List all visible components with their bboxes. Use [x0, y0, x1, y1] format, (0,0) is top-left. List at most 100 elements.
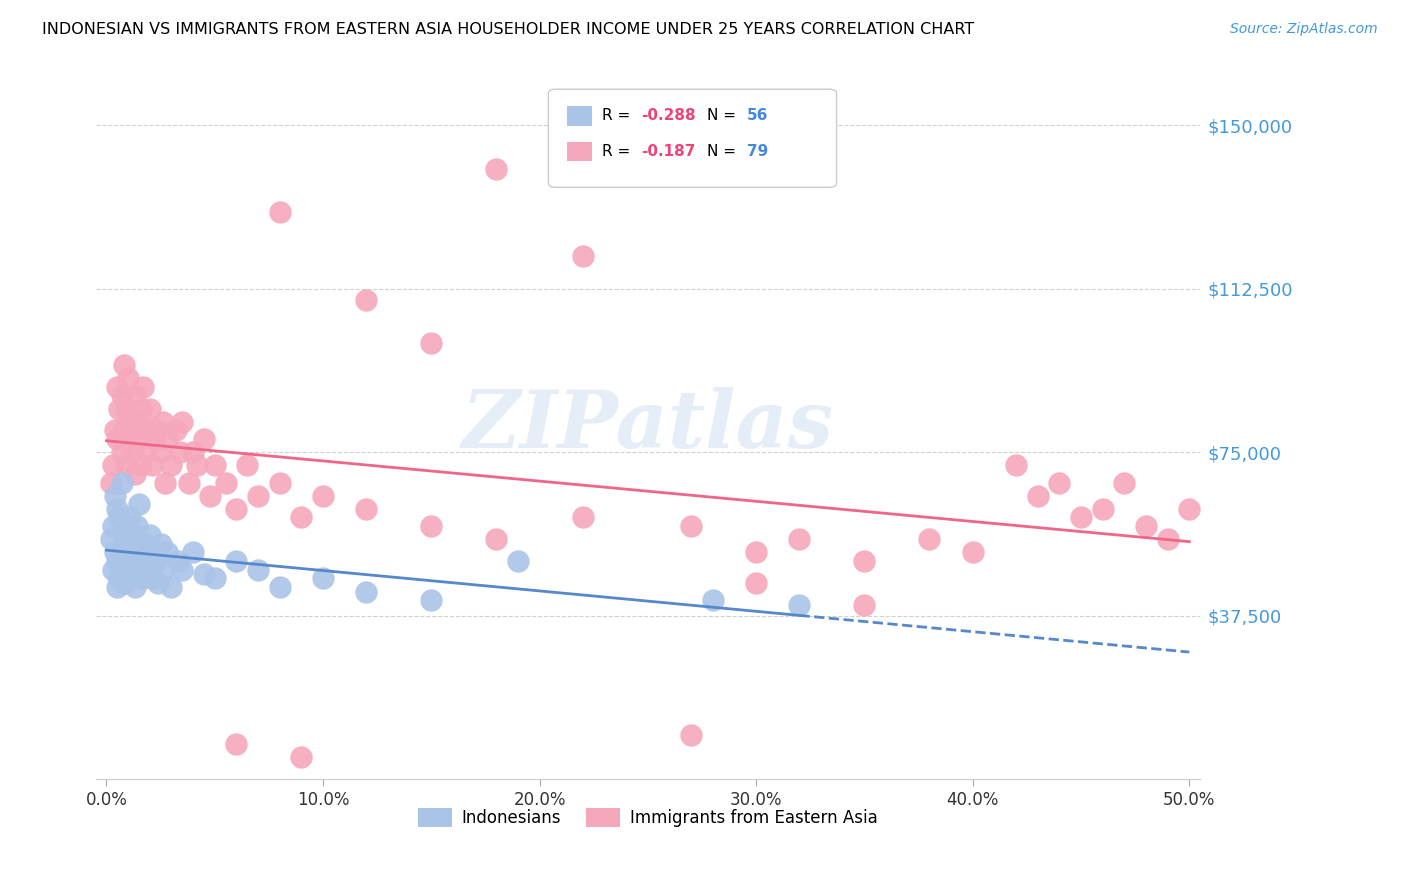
- Point: [204, 458, 226, 472]
- Point: [312, 572, 335, 586]
- Point: [1156, 533, 1178, 547]
- Text: N =: N =: [707, 145, 737, 159]
- Point: [356, 584, 378, 599]
- Point: [108, 572, 131, 586]
- Point: [145, 554, 167, 568]
- Point: [356, 293, 378, 307]
- Point: [101, 458, 124, 472]
- Point: [918, 533, 941, 547]
- Point: [214, 475, 236, 490]
- Text: 56: 56: [747, 109, 768, 123]
- Point: [138, 401, 160, 416]
- Point: [160, 580, 183, 594]
- Point: [128, 432, 150, 446]
- Point: [117, 572, 139, 586]
- Point: [156, 432, 179, 446]
- Point: [169, 445, 191, 459]
- Point: [745, 545, 768, 559]
- Text: -0.288: -0.288: [641, 109, 696, 123]
- Point: [160, 458, 183, 472]
- Point: [117, 536, 139, 550]
- Point: [128, 554, 150, 568]
- Point: [485, 161, 508, 176]
- Point: [125, 519, 148, 533]
- Point: [121, 445, 143, 459]
- Point: [152, 415, 174, 429]
- Point: [853, 598, 876, 612]
- Point: [117, 432, 139, 446]
- Point: [143, 432, 166, 446]
- Point: [681, 728, 703, 742]
- Text: ZIPatlas: ZIPatlas: [461, 387, 834, 465]
- Point: [312, 489, 335, 503]
- Point: [172, 415, 194, 429]
- Point: [246, 563, 269, 577]
- Point: [104, 423, 127, 437]
- Point: [962, 545, 984, 559]
- Legend: Indonesians, Immigrants from Eastern Asia: Indonesians, Immigrants from Eastern Asi…: [412, 802, 884, 834]
- Point: [200, 489, 222, 503]
- Point: [156, 545, 179, 559]
- Point: [136, 554, 159, 568]
- Point: [105, 554, 128, 568]
- Point: [124, 467, 146, 481]
- Point: [105, 432, 128, 446]
- Point: [165, 423, 187, 437]
- Point: [108, 401, 131, 416]
- Point: [177, 475, 200, 490]
- Point: [166, 554, 188, 568]
- Point: [269, 205, 291, 219]
- Point: [108, 510, 131, 524]
- Point: [132, 572, 155, 586]
- Point: [1005, 458, 1028, 472]
- Point: [138, 528, 160, 542]
- Text: R =: R =: [602, 145, 630, 159]
- Point: [105, 380, 128, 394]
- Point: [152, 563, 174, 577]
- Point: [269, 580, 291, 594]
- Point: [112, 533, 135, 547]
- Point: [112, 423, 135, 437]
- Point: [115, 458, 138, 472]
- Point: [101, 563, 124, 577]
- Text: 79: 79: [747, 145, 768, 159]
- Point: [129, 545, 152, 559]
- Point: [236, 458, 259, 472]
- Point: [105, 501, 128, 516]
- Point: [853, 554, 876, 568]
- Point: [290, 750, 312, 764]
- Point: [681, 519, 703, 533]
- Point: [128, 497, 150, 511]
- Point: [204, 572, 226, 586]
- Point: [125, 415, 148, 429]
- Point: [120, 415, 142, 429]
- Point: [148, 575, 170, 590]
- Point: [246, 489, 269, 503]
- Point: [225, 501, 247, 516]
- Point: [104, 489, 127, 503]
- Point: [112, 575, 135, 590]
- Point: [420, 519, 443, 533]
- Point: [1178, 501, 1201, 516]
- Point: [112, 563, 135, 577]
- Point: [225, 554, 247, 568]
- Point: [100, 475, 122, 490]
- Point: [105, 580, 128, 594]
- Point: [121, 563, 143, 577]
- Point: [110, 388, 132, 402]
- Point: [134, 563, 156, 577]
- Point: [115, 545, 138, 559]
- Point: [485, 533, 508, 547]
- Point: [134, 445, 156, 459]
- Point: [506, 554, 529, 568]
- Point: [124, 388, 146, 402]
- Point: [120, 510, 142, 524]
- Point: [225, 737, 247, 751]
- Point: [1047, 475, 1070, 490]
- Point: [186, 458, 208, 472]
- Point: [143, 545, 166, 559]
- Point: [572, 510, 595, 524]
- Point: [101, 519, 124, 533]
- Text: N =: N =: [707, 109, 737, 123]
- Point: [115, 401, 138, 416]
